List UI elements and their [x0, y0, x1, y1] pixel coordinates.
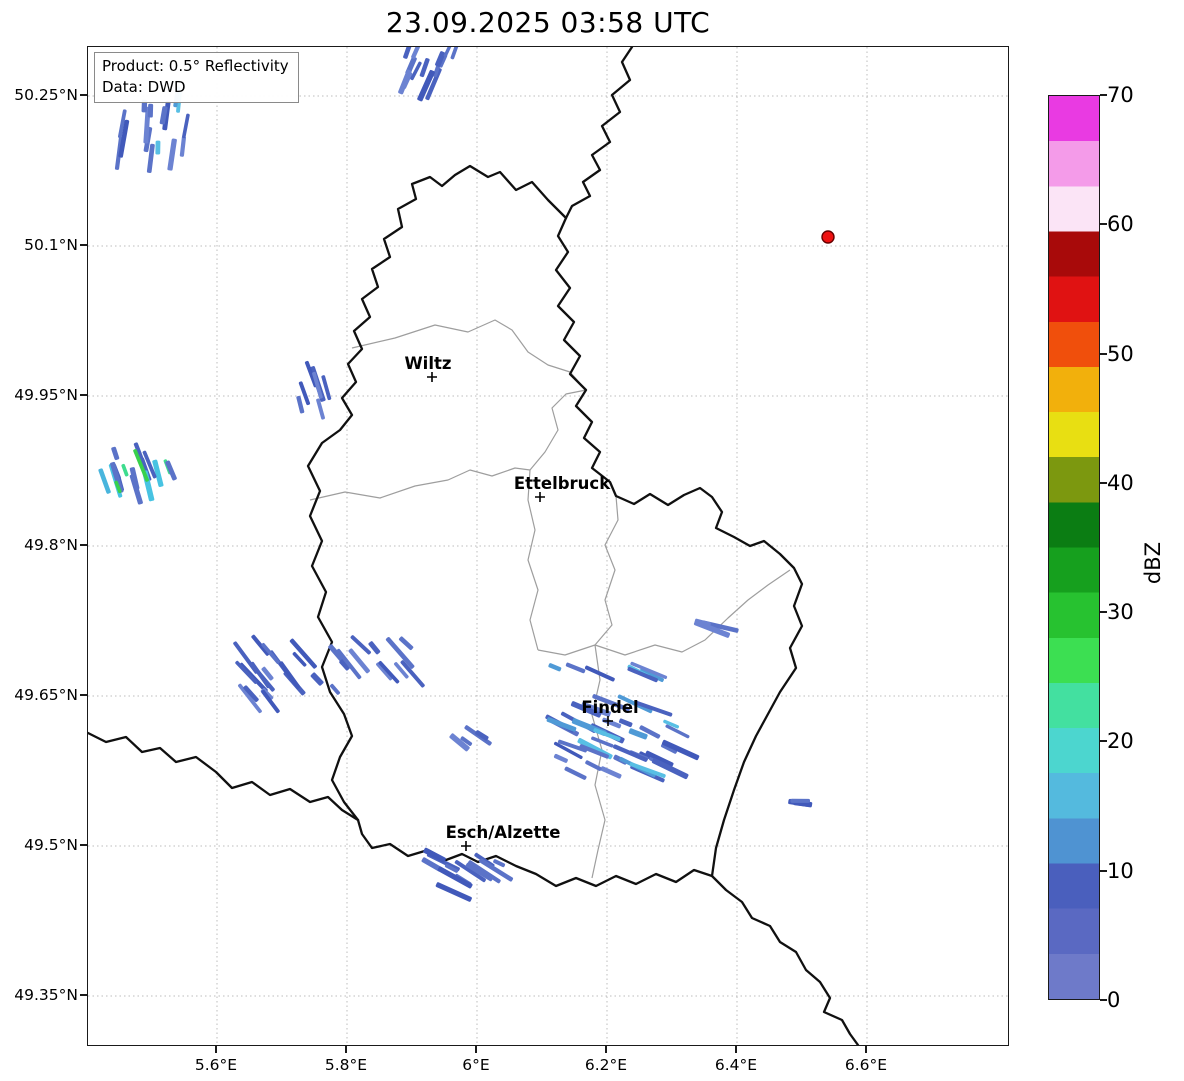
city-label: Wiltz	[404, 354, 451, 373]
colorbar-tick-mark	[1100, 352, 1107, 355]
radar-echo-cluster	[296, 360, 332, 420]
city-marker-wiltz: Wiltz	[404, 354, 452, 382]
x-axis-tick-mark	[345, 1046, 347, 1053]
x-axis-tick-mark	[605, 1046, 607, 1053]
radar-echo-cluster	[421, 847, 514, 902]
map-canvas: Wiltz Ettelbruck Findel Esch/Alzette	[88, 47, 1008, 1045]
colorbar-tick-label: 0	[1107, 988, 1121, 1012]
radar-echo-cluster	[788, 798, 813, 808]
y-axis-tick-mark	[80, 994, 87, 996]
plot-title: 23.09.2025 03:58 UTC	[385, 6, 711, 39]
x-axis-tick-mark	[215, 1046, 217, 1053]
colorbar-tick-mark	[1100, 94, 1107, 96]
y-axis-tick-mark	[80, 394, 87, 396]
city-label: Findel	[581, 698, 638, 717]
colorbar-tick-mark	[1100, 223, 1107, 226]
product-info-box: Product: 0.5° Reflectivity Data: DWD	[94, 52, 299, 103]
y-axis-tick-mark	[80, 694, 87, 696]
city-label: Esch/Alzette	[446, 823, 561, 842]
radar-echo-cluster	[98, 442, 177, 505]
x-axis-tick-label: 5.6°E	[194, 1056, 238, 1074]
colorbar-tick-label: 50	[1107, 341, 1134, 366]
colorbar-label: dBZ	[1141, 541, 1165, 585]
y-axis-tick-mark	[80, 844, 87, 846]
x-axis-tick-label: 6.4°E	[714, 1056, 758, 1074]
map-plot-area: Wiltz Ettelbruck Findel Esch/Alzette Produc…	[87, 46, 1009, 1046]
colorbar-tick-mark	[1100, 740, 1107, 743]
x-axis-tick-label: 5.8°E	[324, 1056, 368, 1074]
y-axis-tick-label: 49.95°N	[14, 386, 78, 404]
colorbar-tick-mark	[1100, 611, 1107, 614]
x-axis-tick-mark	[475, 1046, 477, 1053]
y-axis-tick-label: 50.25°N	[14, 86, 78, 104]
city-marker-findel: Findel	[581, 698, 639, 726]
radar-echo-cluster	[233, 634, 362, 714]
x-axis-tick-label: 6.6°E	[844, 1056, 888, 1074]
x-axis-tick-label: 6°E	[462, 1056, 490, 1074]
colorbar-tick-mark	[1100, 869, 1107, 872]
city-marker-ettelbruck: Ettelbruck	[514, 474, 611, 502]
colorbar-tick-label: 20	[1107, 729, 1134, 754]
y-axis-tick-mark	[80, 94, 87, 96]
radar-echo-cluster	[545, 661, 700, 783]
radar-echo-cluster	[449, 725, 492, 752]
colorbar-tick-label: 70	[1107, 83, 1134, 107]
y-axis-tick-label: 50.1°N	[24, 236, 78, 254]
x-axis-tick-mark	[735, 1046, 737, 1053]
lat-lon-gridlines	[88, 47, 1008, 1045]
y-axis-tick-label: 49.65°N	[14, 686, 78, 704]
radar-echo-cluster	[693, 618, 739, 638]
district-borders	[309, 319, 791, 879]
colorbar-tick-label: 40	[1107, 470, 1134, 495]
data-source-line: Data: DWD	[102, 78, 186, 96]
y-axis-tick-label: 49.35°N	[14, 986, 78, 1004]
colorbar-tick-label: 60	[1107, 212, 1134, 237]
y-axis-tick-label: 49.8°N	[24, 536, 78, 554]
radar-echo-cluster	[398, 47, 459, 102]
radar-echo-cluster	[348, 635, 425, 688]
country-borders	[88, 47, 860, 1045]
city-marker-esch-alzette: Esch/Alzette	[446, 823, 561, 851]
product-line: Product: 0.5° Reflectivity	[102, 57, 289, 75]
colorbar-tick-mark	[1100, 999, 1107, 1001]
colorbar-tick-label: 10	[1107, 858, 1134, 883]
x-axis-tick-label: 6.2°E	[584, 1056, 628, 1074]
radar-site-marker	[821, 230, 835, 244]
colorbar-gradient	[1048, 95, 1100, 1000]
x-axis-tick-mark	[865, 1046, 867, 1053]
y-axis-tick-label: 49.5°N	[24, 836, 78, 854]
y-axis-tick-mark	[80, 544, 87, 546]
colorbar-tick-mark	[1100, 481, 1107, 484]
city-label: Ettelbruck	[514, 474, 611, 493]
y-axis-tick-mark	[80, 244, 87, 246]
